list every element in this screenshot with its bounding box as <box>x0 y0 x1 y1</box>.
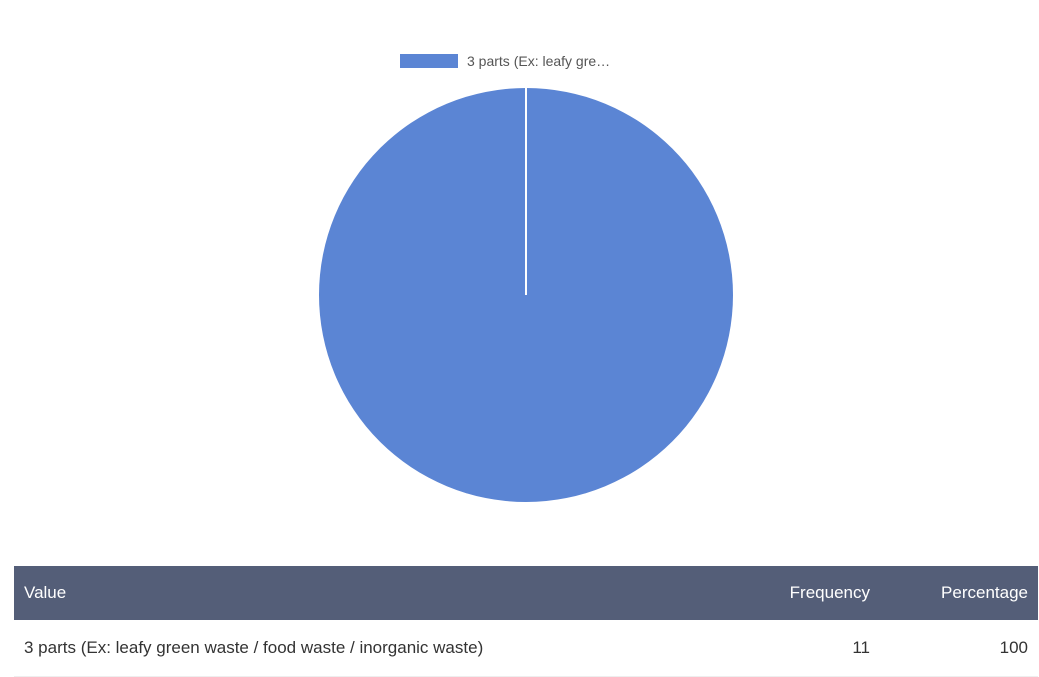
pie-slices <box>319 88 733 502</box>
pie-chart-svg: 3 parts (Ex: leafy gre… <box>319 53 733 502</box>
cell-value: 3 parts (Ex: leafy green waste / food wa… <box>14 620 740 677</box>
cell-frequency: 11 <box>740 620 898 677</box>
header-percentage[interactable]: Percentage <box>941 583 1028 602</box>
legend-label[interactable]: 3 parts (Ex: leafy gre… <box>467 53 610 69</box>
cell-percentage: 100 <box>898 620 1038 677</box>
chart-legend: 3 parts (Ex: leafy gre… <box>400 53 610 69</box>
table-header-row: Value Frequency Percentage <box>14 566 1038 620</box>
frequency-table: Value Frequency Percentage 3 parts (Ex: … <box>14 566 1038 677</box>
header-value[interactable]: Value <box>24 583 67 602</box>
pie-chart: 3 parts (Ex: leafy gre… <box>319 53 733 502</box>
header-frequency[interactable]: Frequency <box>789 583 870 602</box>
legend-swatch[interactable] <box>400 54 458 68</box>
table-row: 3 parts (Ex: leafy green waste / food wa… <box>14 620 1038 677</box>
